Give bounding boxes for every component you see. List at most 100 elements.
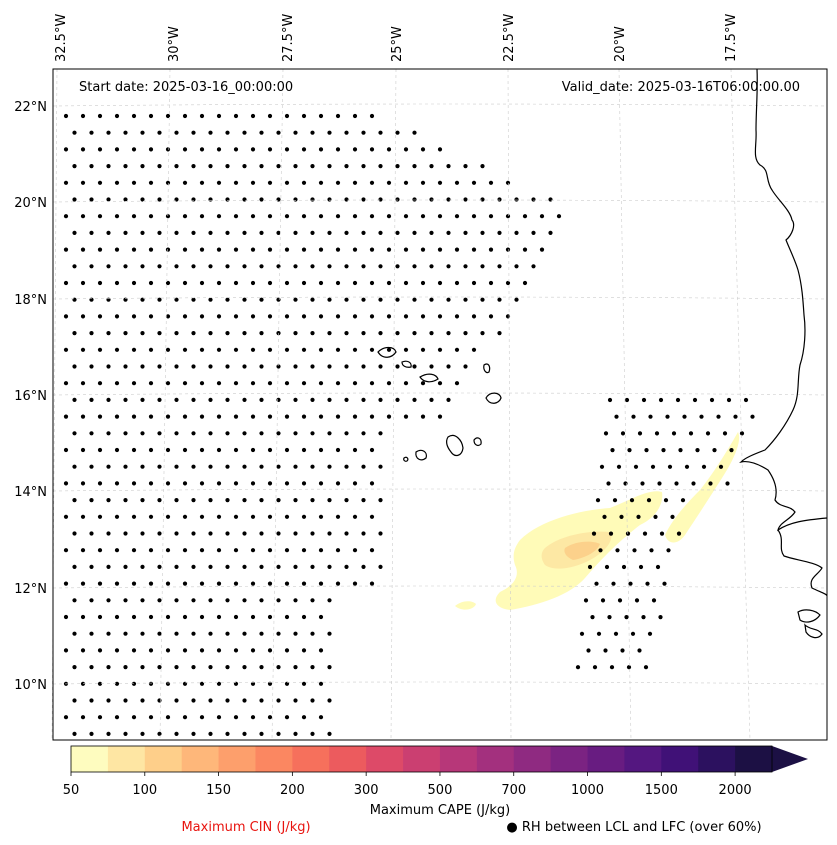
rh-dot: [157, 431, 162, 436]
rh-dot: [310, 464, 315, 469]
rh-dot: [174, 397, 179, 402]
rh-dot: [293, 364, 298, 369]
rh-dot: [140, 631, 145, 636]
rh-dot: [648, 414, 653, 419]
rh-dot: [80, 280, 86, 286]
rh-dot: [657, 481, 662, 486]
latitude-labels: 22°N 20°N 18°N 16°N 14°N 12°N 10°N: [14, 100, 47, 693]
rh-dot: [80, 548, 86, 553]
rh-dot: [250, 113, 256, 119]
rh-dot: [634, 598, 640, 603]
rh-dot: [369, 247, 375, 252]
rh-dot: [301, 214, 307, 219]
rh-dot: [318, 180, 324, 185]
rh-dot: [600, 598, 606, 603]
rh-dot: [259, 164, 264, 169]
rh-dot: [157, 598, 162, 603]
rh-dot: [637, 648, 642, 653]
rh-dot: [505, 314, 511, 319]
rh-dot: [420, 314, 426, 319]
rh-dot: [89, 665, 94, 670]
rh-dot: [395, 364, 400, 369]
rh-dot: [225, 631, 230, 636]
rh-dot: [233, 113, 239, 119]
colorbar-swatch: [661, 746, 699, 772]
rh-dot: [310, 130, 315, 135]
rh-dot: [395, 331, 400, 336]
cape-verde-sal: [483, 363, 491, 374]
rh-dot: [89, 531, 94, 536]
rh-dot: [233, 481, 239, 486]
rh-dot: [123, 331, 128, 336]
rh-dot: [250, 648, 256, 653]
rh-dot: [208, 731, 213, 737]
rh-dot: [327, 297, 332, 302]
rh-dot: [242, 631, 247, 636]
rh-dot: [182, 381, 188, 386]
rh-dot: [284, 481, 290, 486]
rh-dot: [729, 448, 734, 453]
rh-dot: [250, 214, 256, 219]
rh-dot: [259, 230, 264, 235]
rh-dot: [301, 514, 307, 519]
rh-dot: [301, 447, 307, 453]
rh-dot: [267, 180, 273, 185]
rh-dot: [344, 564, 349, 570]
rh-dot: [369, 581, 375, 586]
rh-dot: [140, 431, 145, 436]
rh-dot: [89, 130, 94, 135]
rh-dot: [335, 447, 341, 453]
rh-dot: [106, 531, 111, 536]
rh-dot: [603, 648, 608, 653]
rh-dot: [233, 715, 239, 720]
rh-dot: [631, 414, 636, 419]
guinea-coast: [804, 623, 823, 639]
lon-label: 20°W: [613, 26, 628, 62]
rh-dot: [276, 665, 281, 670]
rh-dot: [352, 147, 358, 152]
rh-dot: [695, 448, 700, 453]
rh-dot: [646, 498, 652, 503]
rh-dot: [114, 681, 120, 686]
rh-dot: [412, 230, 417, 235]
rh-dot: [641, 397, 647, 403]
colorbar-tick-label: 300: [354, 783, 379, 798]
rh-dot: [454, 214, 460, 219]
gridline-lat-10: [52, 681, 828, 685]
rh-dot: [157, 665, 162, 670]
rh-dot: [276, 531, 281, 536]
rh-dot: [369, 414, 375, 419]
rh-dot: [157, 397, 162, 402]
rh-dot: [182, 481, 188, 486]
rh-dot: [157, 464, 162, 469]
rh-dot: [131, 113, 137, 119]
rh-dot: [267, 548, 273, 553]
rh-dot: [318, 681, 324, 686]
rh-dot: [140, 164, 145, 169]
rh-dot: [174, 130, 179, 135]
rh-dot: [617, 598, 623, 603]
rh-dot: [80, 381, 86, 386]
rh-dot: [250, 514, 256, 519]
rh-dot: [378, 498, 383, 503]
rh-dot: [276, 431, 281, 436]
rh-dot: [480, 230, 485, 235]
colorbar-tick-label: 1000: [571, 783, 604, 798]
rh-dot: [259, 264, 264, 269]
rh-dot: [327, 431, 332, 436]
rh-dot: [148, 180, 154, 185]
rh-dot: [611, 581, 616, 586]
rh-dot: [412, 331, 417, 336]
rh-dot: [327, 397, 332, 402]
rh-dot: [63, 280, 69, 286]
rh-dot: [233, 581, 239, 586]
lon-label: 22.5°W: [502, 14, 517, 62]
rh-dot: [157, 331, 162, 336]
rh-dot: [165, 414, 171, 419]
colorbar-swatch: [366, 746, 404, 772]
rh-dot: [80, 414, 86, 419]
rh-dot: [191, 665, 196, 670]
rh-dot: [140, 665, 145, 670]
rh-dot: [344, 531, 349, 536]
rh-dot: [140, 397, 145, 402]
